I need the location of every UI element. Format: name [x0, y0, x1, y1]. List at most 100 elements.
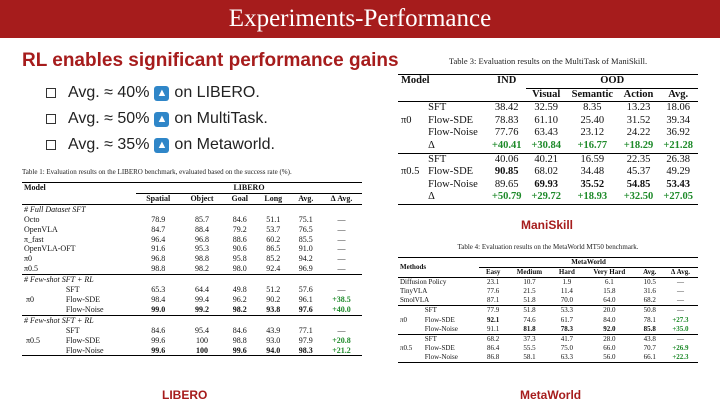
table-cell: 98.3 [298, 345, 313, 355]
table-cell: 84.6 [232, 325, 247, 335]
table-cell: +22.3 [672, 352, 689, 361]
up-arrow-icon: ▲ [154, 85, 170, 101]
table-row: Diffusion Policy 23.1 10.7 1.9 6.1 10.5 — [398, 277, 698, 288]
table-cell: 38.42 [494, 102, 519, 114]
table-cell: +18.29 [623, 139, 654, 151]
maniskill-label: ManiSkill [521, 218, 574, 232]
libero-caption: Table 1: Evaluation results on the LIBER… [22, 168, 292, 176]
model-label [398, 153, 425, 166]
model-label: π0.5 [400, 343, 413, 352]
table-cell: 34.48 [580, 166, 605, 178]
column-header: Δ Avg. [330, 193, 353, 203]
table-cell: 68.02 [534, 166, 559, 178]
table-cell: 24.22 [626, 127, 651, 139]
table-cell: 15.8 [603, 287, 616, 296]
table-cell: Flow-SDE [65, 335, 101, 345]
table-cell: 20.0 [603, 306, 616, 315]
table-cell: 92.0 [603, 324, 616, 333]
table-cell: 41.7 [560, 334, 574, 343]
table-cell: # Full Dataset SFT [24, 204, 86, 214]
bullet-item: Avg. ≈ 50% ▲ on MultiTask. [46, 106, 275, 132]
table-cell: 98.4 [151, 294, 166, 304]
table-cell: 97.9 [298, 335, 313, 345]
table-cell: — [676, 296, 684, 305]
table-cell: 22.35 [626, 153, 651, 165]
table-cell: 64.4 [195, 285, 209, 295]
table-cell: — [676, 287, 684, 296]
table-cell: 45.37 [626, 166, 651, 178]
section-row: # Few-shot SFT + RL [22, 315, 362, 325]
column-header: IND [497, 75, 517, 86]
table-cell [22, 346, 54, 356]
table-cell: — [337, 224, 346, 234]
table-row: TinyVLA 77.6 21.5 11.4 15.8 31.6 — [398, 287, 698, 296]
table-row: π_fast 96.4 96.8 88.6 60.2 85.5 — [22, 235, 362, 245]
checkbox-square-icon [46, 88, 56, 98]
table-cell: 81.8 [523, 324, 536, 333]
group-header: LIBERO [136, 182, 362, 194]
table-cell: 51.2 [266, 285, 281, 295]
table-cell: 55.5 [523, 343, 536, 352]
column-header: Avg. [643, 268, 657, 277]
bullet-text: on LIBERO. [174, 84, 260, 101]
table-cell: 98.0 [232, 264, 247, 274]
model-label: π0 [400, 315, 408, 324]
table-cell: 91.0 [298, 244, 313, 254]
table-cell: 63.43 [534, 127, 559, 139]
table-cell: — [337, 244, 346, 254]
column-header: Spatial [146, 193, 171, 203]
table-cell: 77.6 [487, 287, 500, 296]
table-cell: Flow-SDE [424, 343, 455, 352]
table-cell: SFT [65, 325, 80, 335]
table-cell: 37.3 [523, 334, 536, 343]
model-label [398, 127, 425, 140]
table-cell: 40.21 [534, 153, 559, 165]
table-cell [22, 305, 54, 315]
metaworld-table-block: Table 4: Evaluation results on the MetaW… [398, 243, 698, 363]
column-header: Object [190, 193, 214, 203]
table-cell: 91.6 [151, 244, 166, 254]
column-header: Very Hard [593, 268, 626, 277]
table-cell: Flow-Noise [428, 127, 478, 139]
column-header: Action [623, 88, 654, 100]
up-arrow-icon: ▲ [154, 137, 170, 153]
table-cell: 74.6 [523, 315, 536, 324]
table-row: Flow-Noise 99.6 100 99.6 94.0 98.3 +21.2 [22, 346, 362, 356]
bullet-text: Avg. ≈ 40% [68, 84, 150, 101]
table-cell: +32.50 [623, 191, 654, 203]
table-row: Flow-Noise 77.76 63.43 23.12 24.22 36.92 [398, 127, 698, 140]
table-cell: 21.5 [523, 287, 536, 296]
table-cell: 99.6 [151, 335, 166, 345]
table-cell: +27.05 [663, 191, 693, 203]
table-cell: 43.9 [266, 325, 281, 335]
table-cell: 92.4 [266, 264, 281, 274]
table-cell: +16.77 [577, 139, 608, 151]
table-cell: — [676, 306, 684, 315]
table-cell: π0.5 [26, 335, 41, 345]
table-cell: 96.2 [232, 294, 247, 304]
table-row: π0.5 Flow-SDE 86.4 55.5 75.0 66.0 70.7 +26.9 [398, 344, 698, 353]
table-row: SFT 65.3 64.4 49.8 51.2 57.6 — [22, 285, 362, 295]
table-cell: +27.3 [672, 315, 689, 324]
up-arrow-icon: ▲ [154, 111, 170, 127]
table-cell: 51.8 [523, 296, 536, 305]
table-cell: +21.2 [332, 345, 351, 355]
table-cell: Flow-Noise [424, 324, 458, 333]
maniskill-caption: Table 3: Evaluation results on the Multi… [448, 56, 648, 66]
column-header: Easy [485, 268, 501, 277]
libero-label: LIBERO [162, 388, 208, 402]
checkbox-square-icon [46, 114, 56, 124]
table-cell: 49.29 [666, 166, 690, 178]
column-header: Hard [558, 268, 575, 277]
table-cell: OpenVLA [24, 224, 58, 234]
metaworld-table: Methods MetaWorld Easy Medium Hard Very … [398, 257, 698, 363]
table-cell: 1.9 [562, 278, 572, 287]
table-cell: 60.2 [266, 234, 281, 244]
table-cell: 93.8 [266, 304, 281, 314]
metaworld-label: MetaWorld [520, 388, 582, 402]
table-cell: 86.8 [487, 352, 500, 361]
table-cell: 78.3 [560, 324, 574, 333]
table-row: Δ +50.79 +29.72 +18.93 +32.50 +27.05 [398, 191, 698, 205]
table-cell: 99.2 [195, 304, 209, 314]
table-cell: 100 [196, 345, 208, 355]
